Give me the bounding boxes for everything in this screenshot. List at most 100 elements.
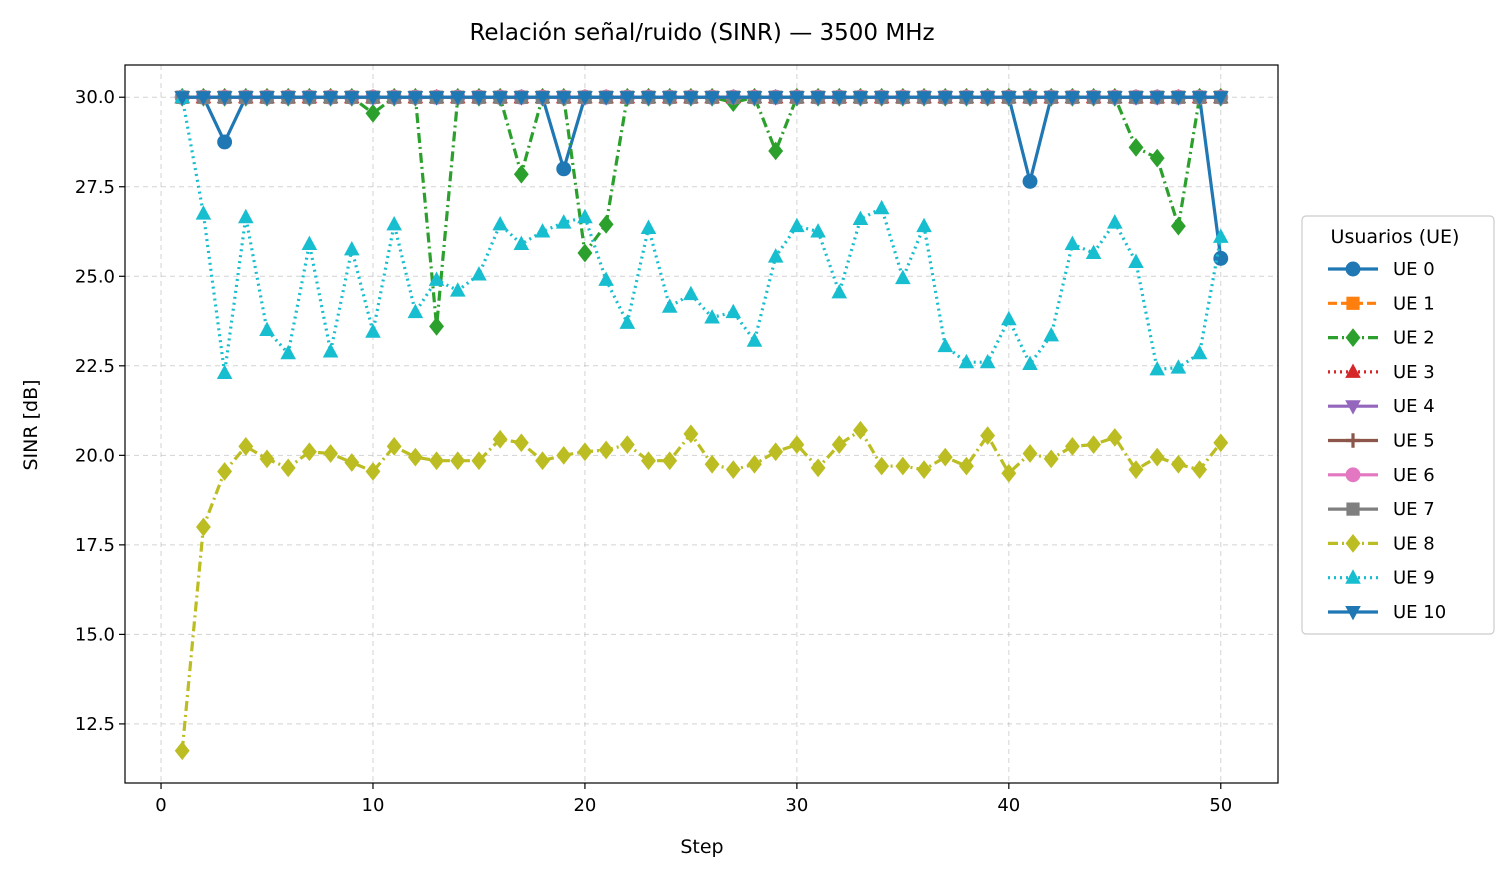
data-point [937,447,953,467]
data-point [1043,449,1059,469]
data-point [704,309,720,324]
data-point [259,449,275,469]
data-point [471,91,487,106]
data-point [704,91,720,106]
data-point [1149,91,1165,106]
data-point [1064,437,1080,456]
x-tick-label: 10 [362,795,385,816]
legend-marker [1345,363,1361,378]
data-point [449,282,466,297]
legend-label: UE 6 [1393,465,1435,486]
y-axis-label: SINR [dB] [20,379,42,470]
data-point [365,91,381,106]
data-point [471,266,487,281]
data-point [1128,253,1144,268]
data-point [428,271,445,286]
data-point [789,435,805,454]
data-point [217,134,233,150]
data-point [343,91,360,106]
legend-marker [1346,296,1360,310]
data-point [301,442,317,462]
legend-item: UE 1 [1328,293,1435,314]
legend: Usuarios (UE) UE 0 UE 1 UE 2 UE 3 UE 4 UE 5 UE… [1301,215,1495,635]
data-point [810,223,826,238]
data-point [683,285,699,301]
data-point [1213,250,1229,266]
legend-item: UE 6 [1328,465,1435,486]
data-point [661,298,678,313]
y-tick-label: 30.0 [75,87,115,108]
data-point [768,442,784,462]
data-point [852,210,869,225]
data-point [195,91,212,106]
data-point [789,91,805,106]
data-point [1191,344,1208,360]
data-point [852,91,869,106]
legend-item: UE 9 [1328,568,1435,589]
data-point [556,445,572,465]
data-point [1086,435,1102,454]
data-point [873,199,890,215]
data-point [492,91,508,106]
data-point [492,429,508,449]
y-tick-label: 27.5 [75,177,115,198]
legend-marker [1346,502,1360,516]
data-point [386,91,402,106]
legend-label: UE 2 [1393,328,1435,349]
legend-label: UE 4 [1393,396,1435,417]
data-point [217,462,233,481]
data-point [895,456,911,476]
axes: 0 10 20 30 40 50 12.5 15.0 17.5 20.0 22.5 25.0 27.5 3… [75,87,1232,816]
data-point [365,462,381,481]
data-point [471,451,487,471]
data-point [598,271,614,286]
legend-item: UE 2 [1328,328,1435,349]
data-point [1085,91,1102,106]
data-point [747,454,762,474]
legend-marker [1345,467,1361,483]
data-point [216,91,233,106]
data-point [661,91,678,106]
data-point [767,91,784,106]
data-point [1191,91,1208,106]
legend-marker [1345,606,1361,621]
data-point [958,91,975,106]
data-point [343,241,360,256]
data-point [1170,359,1187,374]
data-point [174,741,190,761]
data-point [365,103,381,123]
data-point [895,91,911,106]
y-tick-label: 22.5 [75,356,115,377]
data-point [1106,91,1123,106]
x-axis-label: Step [680,836,723,858]
x-tick-label: 30 [785,795,808,816]
data-point [683,424,699,444]
data-point [767,248,784,263]
data-point [704,454,720,474]
data-point [1022,91,1038,106]
data-point [598,214,614,234]
data-point [1128,138,1144,157]
data-point [683,91,699,106]
x-tick-label: 40 [997,795,1020,816]
y-tick-label: 15.0 [75,624,115,645]
data-point [979,353,996,369]
data-point [979,91,996,106]
data-point [1001,91,1017,106]
data-point [831,435,847,454]
data-point [322,343,339,358]
data-point [513,91,530,106]
data-point [619,314,636,329]
legend-item: UE 7 [1328,499,1435,520]
data-point [301,91,318,106]
y-tick-label: 25.0 [75,266,115,287]
legend-label: UE 9 [1393,568,1435,589]
data-point [577,442,593,462]
data-point [280,91,297,106]
y-tick-label: 20.0 [75,445,115,466]
data-point [916,460,932,480]
data-point [323,444,339,463]
legend-label: UE 1 [1393,293,1435,314]
data-point [937,337,954,353]
data-point [280,458,296,478]
